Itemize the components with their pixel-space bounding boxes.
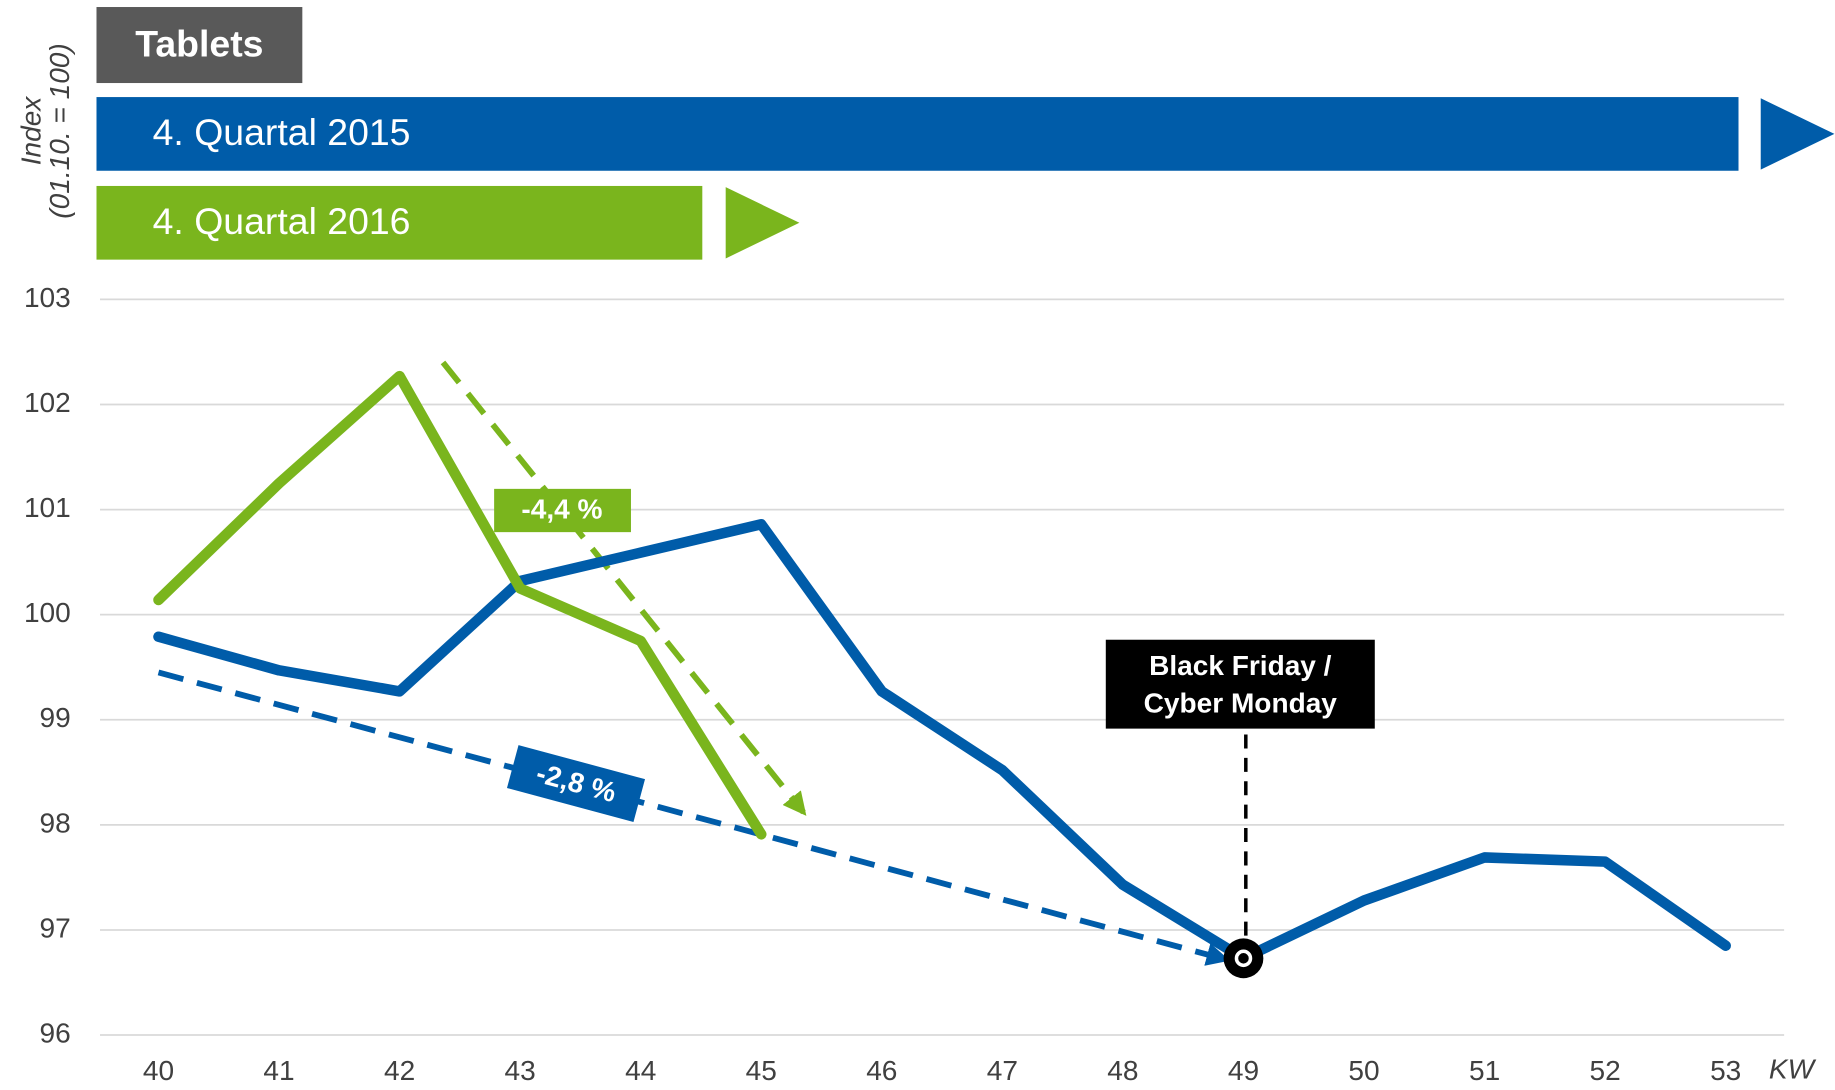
legend-bar (96, 185, 703, 260)
x-tick-label: 51 (1469, 1055, 1500, 1086)
event-label: Cyber Monday (1144, 688, 1338, 719)
x-tick-label: 41 (263, 1055, 294, 1086)
series-line (153, 519, 1731, 964)
x-tick-label: 50 (1348, 1055, 1379, 1086)
series-line (153, 370, 767, 840)
trend-line (157, 669, 1230, 966)
legend-bar (96, 97, 1739, 171)
y-axis-label: (01.10. = 100) (44, 43, 75, 218)
event-point-inner (1234, 949, 1253, 968)
x-tick-label: 49 (1228, 1055, 1259, 1086)
trend-label-group: -2,8 % (506, 745, 646, 823)
x-tick-label: 53 (1710, 1055, 1741, 1086)
x-axis-label: KW (1769, 1054, 1817, 1085)
x-tick-label: 52 (1590, 1055, 1621, 1086)
trend-line (440, 360, 807, 816)
event-label: Black Friday / (1149, 650, 1332, 681)
legend-label: 4. Quartal 2015 (153, 111, 411, 153)
trend-label-box (494, 488, 631, 533)
y-tick-label: 101 (24, 492, 71, 523)
x-tick-label: 45 (746, 1055, 777, 1086)
title-box (96, 7, 303, 84)
legend-arrow (725, 187, 800, 259)
trend-label-box (506, 745, 646, 823)
x-tick-label: 43 (505, 1055, 536, 1086)
y-tick-label: 98 (40, 807, 71, 838)
y-axis-label: Index (16, 96, 47, 166)
legend-label: 4. Quartal 2016 (153, 200, 411, 242)
x-tick-label: 40 (143, 1055, 174, 1086)
event-box (1105, 639, 1375, 729)
y-tick-label: 100 (24, 597, 71, 628)
x-tick-label: 47 (987, 1055, 1018, 1086)
chart-title: Tablets (135, 23, 263, 65)
trend-label: -4,4 % (521, 493, 602, 524)
y-tick-label: 103 (24, 282, 71, 313)
y-tick-label: 99 (40, 702, 71, 733)
x-tick-label: 48 (1107, 1055, 1138, 1086)
y-tick-label: 97 (40, 912, 71, 943)
legend-arrow (1760, 98, 1835, 170)
x-tick-label: 42 (384, 1055, 415, 1086)
x-tick-label: 46 (866, 1055, 897, 1086)
y-tick-label: 102 (24, 387, 71, 418)
y-tick-label: 96 (40, 1017, 71, 1048)
event-point (1223, 938, 1264, 979)
x-tick-label: 44 (625, 1055, 656, 1086)
